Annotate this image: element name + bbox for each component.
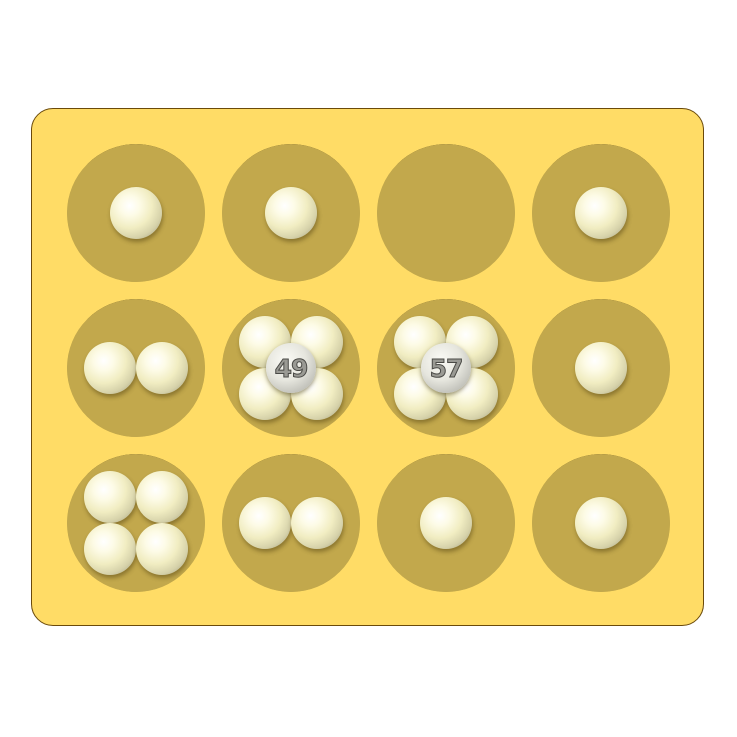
pit-r2-c3[interactable] <box>532 454 670 592</box>
stone <box>110 187 162 239</box>
pit-shadow <box>67 299 205 437</box>
stone <box>420 497 472 549</box>
pit-r0-c1[interactable] <box>222 144 360 282</box>
pit-r0-c3[interactable] <box>532 144 670 282</box>
stone <box>575 187 627 239</box>
pit-shadow <box>67 454 205 592</box>
pit-shadow <box>377 454 515 592</box>
pit-shadow <box>377 144 515 282</box>
stone <box>136 523 188 575</box>
pit-shadow <box>532 299 670 437</box>
stone <box>239 497 291 549</box>
pit-shadow <box>222 299 360 437</box>
stone <box>291 497 343 549</box>
stone <box>136 471 188 523</box>
stone-count-badge: 49 <box>266 343 316 393</box>
pit-shadow <box>222 144 360 282</box>
stone <box>265 187 317 239</box>
pit-r1-c3[interactable] <box>532 299 670 437</box>
stone <box>84 471 136 523</box>
pit-r2-c1[interactable] <box>222 454 360 592</box>
pit-r2-c0[interactable] <box>67 454 205 592</box>
pit-shadow <box>67 144 205 282</box>
pit-r1-c1[interactable]: 49 <box>222 299 360 437</box>
pit-r2-c2[interactable] <box>377 454 515 592</box>
pit-shadow <box>532 144 670 282</box>
stone-count-badge: 57 <box>421 343 471 393</box>
stone <box>575 342 627 394</box>
pit-r0-c2[interactable] <box>377 144 515 282</box>
mancala-board: 49 57 <box>31 108 704 626</box>
pit-shadow <box>377 299 515 437</box>
pit-r1-c0[interactable] <box>67 299 205 437</box>
pit-shadow <box>222 454 360 592</box>
pit-r0-c0[interactable] <box>67 144 205 282</box>
pit-r1-c2[interactable]: 57 <box>377 299 515 437</box>
stone <box>84 523 136 575</box>
stone <box>136 342 188 394</box>
stone <box>575 497 627 549</box>
stone <box>84 342 136 394</box>
pit-shadow <box>532 454 670 592</box>
